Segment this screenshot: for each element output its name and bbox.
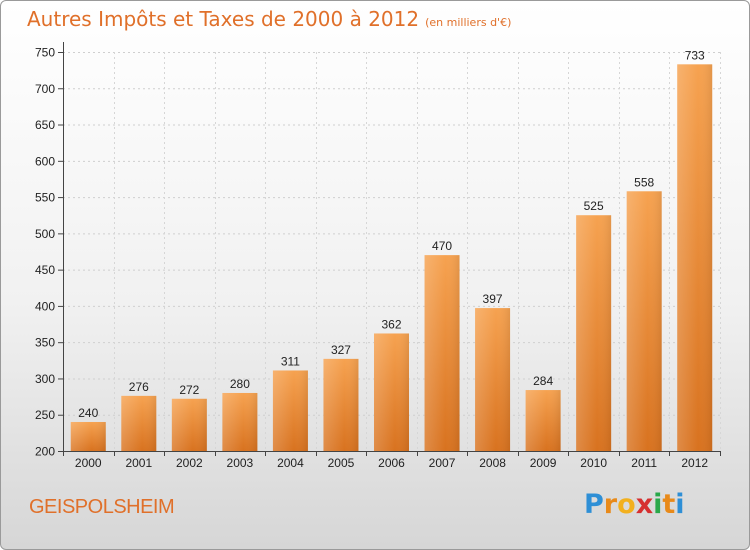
y-tick-label: 550 (35, 191, 55, 205)
bar-shade (272, 370, 308, 451)
chart-title-main: Autres Impôts et Taxes de 2000 à 2012 (27, 7, 420, 31)
bar-shade (677, 64, 713, 451)
x-tick-label: 2004 (277, 456, 304, 470)
value-label: 397 (483, 292, 503, 306)
value-label: 272 (179, 383, 199, 397)
value-label: 276 (129, 380, 149, 394)
axes: 200 250 300 350 400 450 500 550 600 650 700 750 2000… (35, 42, 721, 470)
y-tick-label: 200 (35, 445, 55, 459)
bar-shade (121, 395, 157, 451)
y-tick-label: 600 (35, 154, 55, 168)
y-tick-label: 750 (35, 46, 55, 60)
y-tick-label: 300 (35, 372, 55, 386)
x-tick-label: 2010 (580, 456, 607, 470)
logo-letter: i (675, 489, 685, 520)
x-tick-label: 2000 (75, 456, 102, 470)
logo-letter: i (653, 489, 663, 520)
bar-shade (576, 215, 612, 451)
bar-shade (525, 390, 561, 451)
value-label: 525 (584, 199, 604, 213)
value-label: 558 (634, 175, 654, 189)
logo-letter: x (635, 489, 654, 520)
value-label: 311 (281, 354, 300, 368)
y-tick-label: 650 (35, 118, 55, 132)
value-label: 470 (432, 239, 452, 253)
x-tick-label: 2008 (479, 456, 506, 470)
value-labels: 240 276 272 280 311 327 362 470 397 284 525 558 733 (78, 48, 705, 420)
grid-lines (63, 52, 721, 452)
value-label: 327 (331, 343, 351, 357)
bar-shade (424, 255, 460, 451)
bars (70, 64, 713, 451)
x-tick-label: 2007 (429, 456, 456, 470)
value-label: 284 (533, 374, 553, 388)
bar-shade (171, 398, 207, 451)
bar-shade (374, 333, 409, 451)
bar-shade (222, 392, 258, 451)
x-tick-label: 2001 (125, 456, 152, 470)
value-label: 240 (78, 406, 98, 420)
x-tick-label: 2002 (176, 456, 203, 470)
value-label: 280 (230, 377, 250, 391)
value-label: 362 (381, 317, 401, 331)
bar-shade (475, 308, 511, 451)
logo-letter: P (584, 489, 604, 520)
x-tick-label: 2012 (681, 456, 708, 470)
x-tick-label: 2011 (631, 456, 657, 470)
proxiti-logo[interactable]: Proxiti (584, 489, 685, 520)
chart-unit: (en milliers d'€) (425, 16, 512, 29)
logo-letter: t (662, 489, 676, 520)
chart-title: Autres Impôts et Taxes de 2000 à 2012 (en… (27, 7, 511, 31)
commune-name: GEISPOLSHEIM (29, 496, 175, 518)
bar-shade (323, 358, 359, 451)
y-tick-label: 700 (35, 82, 55, 96)
logo-letter: r (603, 489, 618, 520)
x-tick-label: 2005 (328, 456, 355, 470)
bar-shade (626, 191, 662, 451)
y-tick-label: 250 (35, 408, 55, 422)
y-tick-label: 450 (35, 263, 55, 277)
y-tick-label: 400 (35, 299, 55, 313)
bar-shade (70, 421, 106, 451)
y-tick-label: 350 (35, 336, 55, 350)
x-tick-label: 2003 (227, 456, 254, 470)
y-tick-label: 500 (35, 227, 55, 241)
value-label: 733 (685, 48, 705, 62)
logo-letter: o (617, 489, 636, 520)
x-tick-label: 2006 (378, 456, 405, 470)
x-tick-label: 2009 (530, 456, 557, 470)
